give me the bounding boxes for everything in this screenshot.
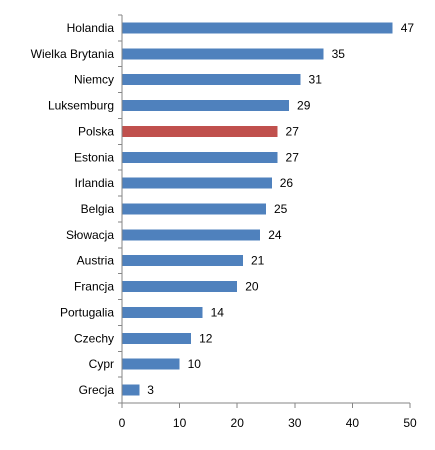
value-label-irlandia: 26	[280, 176, 294, 190]
category-label-niemcy: Niemcy	[74, 73, 114, 87]
bar-francja	[122, 281, 238, 293]
bar-slowacja	[122, 229, 261, 241]
category-label-irlandia: Irlandia	[75, 176, 115, 190]
value-label-luksemburg: 29	[297, 99, 311, 113]
x-tick-label-20: 20	[231, 416, 245, 430]
bar-cypr	[122, 358, 180, 370]
category-label-cypr: Cypr	[89, 357, 114, 371]
bar-niemcy	[122, 74, 301, 86]
bar-portugalia	[122, 307, 203, 318]
category-label-holandia: Holandia	[67, 21, 115, 35]
bars-layer	[122, 22, 393, 396]
value-label-francja: 20	[245, 280, 259, 294]
category-label-slowacja: Słowacja	[66, 228, 114, 242]
value-label-polska: 27	[286, 124, 300, 138]
category-label-portugalia: Portugalia	[60, 305, 114, 319]
value-label-portugalia: 14	[211, 305, 225, 319]
bar-irlandia	[122, 177, 272, 189]
x-tick-label-40: 40	[346, 416, 360, 430]
bar-grecja	[122, 384, 140, 396]
category-label-czechy: Czechy	[74, 331, 114, 345]
axes-layer	[118, 14, 411, 408]
bar-wielka-brytania	[122, 48, 324, 60]
value-label-slowacja: 24	[268, 228, 282, 242]
value-label-grecja: 3	[147, 383, 154, 397]
x-tick-label-30: 30	[288, 416, 302, 430]
value-label-cypr: 10	[188, 357, 202, 371]
value-label-belgia: 25	[274, 202, 288, 216]
category-label-luksemburg: Luksemburg	[48, 99, 114, 113]
value-label-wielka-brytania: 35	[332, 47, 346, 61]
value-label-austria: 21	[251, 254, 265, 268]
x-tick-label-10: 10	[173, 416, 187, 430]
value-label-niemcy: 31	[309, 73, 323, 87]
labels-layer: Holandia 47 Wielka Brytania 35 Niemcy 31 Lukse…	[31, 21, 417, 430]
value-label-czechy: 12	[199, 331, 213, 345]
bar-czechy	[122, 332, 192, 344]
bar-polska	[122, 125, 278, 137]
bar-austria	[122, 255, 243, 267]
value-label-estonia: 27	[286, 150, 300, 164]
value-label-holandia: 47	[401, 21, 415, 35]
category-label-grecja: Grecja	[79, 383, 115, 397]
x-tick-label-0: 0	[119, 416, 126, 430]
bar-belgia	[122, 203, 266, 215]
category-label-belgia: Belgia	[81, 202, 115, 216]
bar-estonia	[122, 151, 278, 163]
bar-holandia	[122, 22, 393, 34]
x-tick-label-50: 50	[403, 416, 417, 430]
category-label-wielka-brytania: Wielka Brytania	[31, 47, 115, 61]
category-label-francja: Francja	[74, 280, 114, 294]
bar-luksemburg	[122, 100, 289, 111]
category-label-austria: Austria	[77, 254, 115, 268]
category-label-estonia: Estonia	[74, 150, 114, 164]
category-label-polska: Polska	[78, 124, 114, 138]
